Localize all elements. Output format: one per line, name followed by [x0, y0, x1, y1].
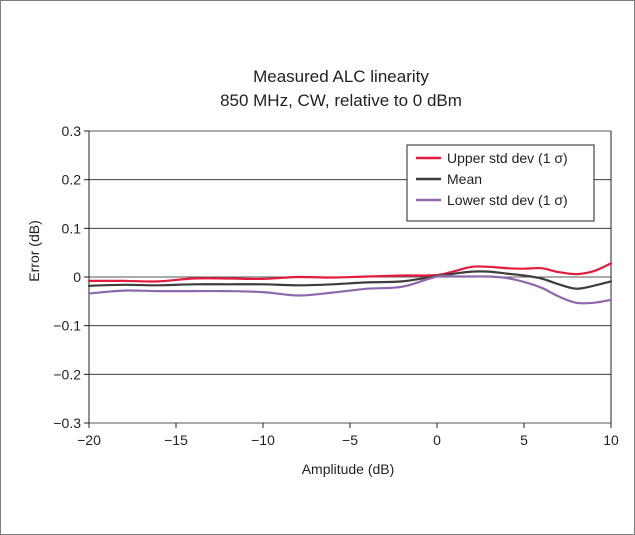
legend: Upper std dev (1 σ) Mean Lower std dev (1 … [406, 144, 595, 222]
y-tick-labels: −0.3 −0.2 −0.1 0 0.1 0.2 0.3 [53, 123, 81, 431]
legend-label-mean: Mean [447, 171, 482, 187]
y-axis-label: Error (dB) [26, 220, 42, 281]
y-tick-label: 0.1 [62, 220, 82, 236]
x-tick-label: 10 [603, 432, 619, 448]
x-axis-label: Amplitude (dB) [302, 461, 395, 477]
series-lines [87, 262, 613, 305]
series-line-upper-std-dev [87, 262, 613, 283]
x-tick-label: −5 [342, 432, 358, 448]
x-tick-label: 5 [520, 432, 528, 448]
y-tick-label: 0.3 [62, 123, 82, 139]
legend-label-upper-std-dev: Upper std dev (1 σ) [447, 150, 568, 166]
chart-title: Measured ALC linearity [253, 67, 429, 86]
series-line-lower-std-dev [87, 274, 613, 305]
x-tick-label: −20 [77, 432, 101, 448]
chart-subtitle: 850 MHz, CW, relative to 0 dBm [220, 91, 462, 110]
x-tick-label: −10 [251, 432, 275, 448]
axes [84, 130, 612, 428]
x-tick-label: −15 [164, 432, 188, 448]
legend-label-lower-std-dev: Lower std dev (1 σ) [447, 192, 568, 208]
x-tick-labels: −20 −15 −10 −5 0 5 10 [77, 432, 619, 448]
y-tick-label: 0.2 [62, 172, 82, 188]
y-tick-label: 0 [73, 269, 81, 285]
grid-lines [89, 130, 611, 424]
y-tick-label: −0.1 [53, 318, 81, 334]
y-tick-label: −0.2 [53, 366, 81, 382]
y-tick-label: −0.3 [53, 415, 81, 431]
x-tick-label: 0 [433, 432, 441, 448]
